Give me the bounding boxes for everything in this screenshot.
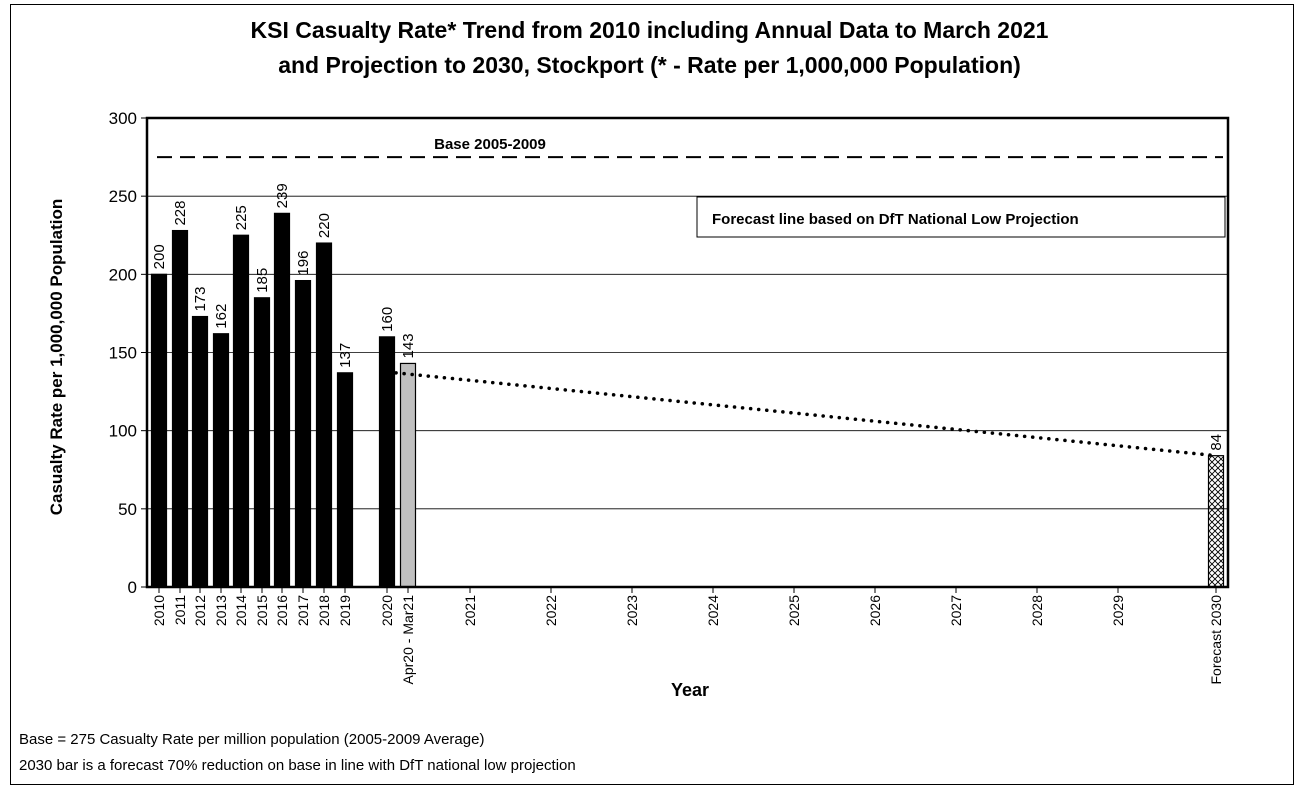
x-tick-label: 2019: [337, 595, 353, 626]
bar-2013: [212, 333, 230, 588]
bar-2020: [378, 336, 396, 588]
x-tick-label: 2025: [786, 595, 802, 626]
x-tick-label: 2024: [705, 595, 721, 626]
x-tick-label: Apr20 - Mar21: [400, 595, 416, 685]
data-label: 228: [172, 201, 189, 226]
x-tick-label: 2022: [543, 595, 559, 626]
data-label: 84: [1208, 434, 1225, 451]
bar-2016: [273, 212, 291, 588]
axes: 0 50 100 150 200 250 300 2010 2011 2012 2013 2014 20…: [109, 109, 1230, 685]
x-tick-label: 2012: [192, 595, 208, 626]
chart-title-line-2: and Projection to 2030, Stockport (* - R…: [278, 52, 1021, 78]
bar-2011: [171, 229, 189, 588]
y-tick-label: 0: [128, 578, 137, 597]
x-tick-label: 2023: [624, 595, 640, 626]
x-axis-label: Year: [671, 680, 709, 700]
bar-2017: [294, 279, 312, 588]
x-tick-label: 2016: [274, 595, 290, 626]
y-tick-label: 50: [118, 500, 137, 519]
x-tick-label: Forecast 2030: [1208, 595, 1224, 685]
x-tick-label: 2014: [233, 595, 249, 626]
data-label: 160: [379, 307, 396, 332]
y-tick-label: 200: [109, 265, 137, 284]
data-label: 137: [337, 343, 354, 368]
bar-apr20---mar21: [399, 362, 417, 588]
data-label: 196: [295, 251, 312, 276]
bar-2019: [336, 372, 354, 588]
bar-2018: [315, 242, 333, 588]
x-tick-label: 2020: [379, 595, 395, 626]
data-label: 239: [274, 183, 291, 208]
x-tick-label: 2028: [1029, 595, 1045, 626]
bar-2014: [232, 234, 250, 588]
data-label: 225: [233, 205, 250, 230]
plot-area-border: [145, 116, 1230, 589]
bars: [150, 212, 1225, 588]
legend-text: Forecast line based on DfT National Low …: [712, 211, 1079, 228]
bar-2015: [253, 297, 271, 588]
bar-2012: [191, 315, 209, 588]
forecast-line: [394, 371, 1218, 458]
y-tick-label: 300: [109, 109, 137, 128]
y-tick-label: 100: [109, 422, 137, 441]
bar-2010: [150, 273, 168, 588]
x-tick-label: 2021: [462, 595, 478, 626]
legend-box: Forecast line based on DfT National Low …: [696, 196, 1226, 238]
x-tick-label: 2017: [295, 595, 311, 626]
reference-lines: [157, 156, 1223, 458]
data-label: 143: [400, 333, 417, 358]
y-tick-label: 150: [109, 344, 137, 363]
x-tick-label: 2015: [254, 595, 270, 626]
x-tick-label: 2018: [316, 595, 332, 626]
chart-title-line-1: KSI Casualty Rate* Trend from 2010 inclu…: [250, 17, 1049, 43]
x-tick-label: 2010: [151, 595, 167, 626]
x-tick-label: 2029: [1110, 595, 1126, 626]
x-tick-label: 2011: [172, 595, 188, 625]
data-label: 162: [213, 304, 230, 329]
y-tick-label: 250: [109, 187, 137, 206]
x-tick-label: 2013: [213, 595, 229, 626]
bar-forecast-2030: [1207, 455, 1225, 588]
x-tick-label: 2026: [867, 595, 883, 626]
data-label: 200: [151, 244, 168, 269]
data-label: 185: [254, 268, 271, 293]
footnote-base: Base = 275 Casualty Rate per million pop…: [19, 731, 485, 748]
x-tick-label: 2027: [948, 595, 964, 626]
footnote-forecast: 2030 bar is a forecast 70% reduction on …: [19, 757, 576, 774]
y-axis-label: Casualty Rate per 1,000,000 Population: [47, 199, 66, 516]
base-line-label: Base 2005-2009: [434, 136, 546, 153]
data-label: 220: [316, 213, 333, 238]
data-label: 173: [192, 287, 209, 312]
